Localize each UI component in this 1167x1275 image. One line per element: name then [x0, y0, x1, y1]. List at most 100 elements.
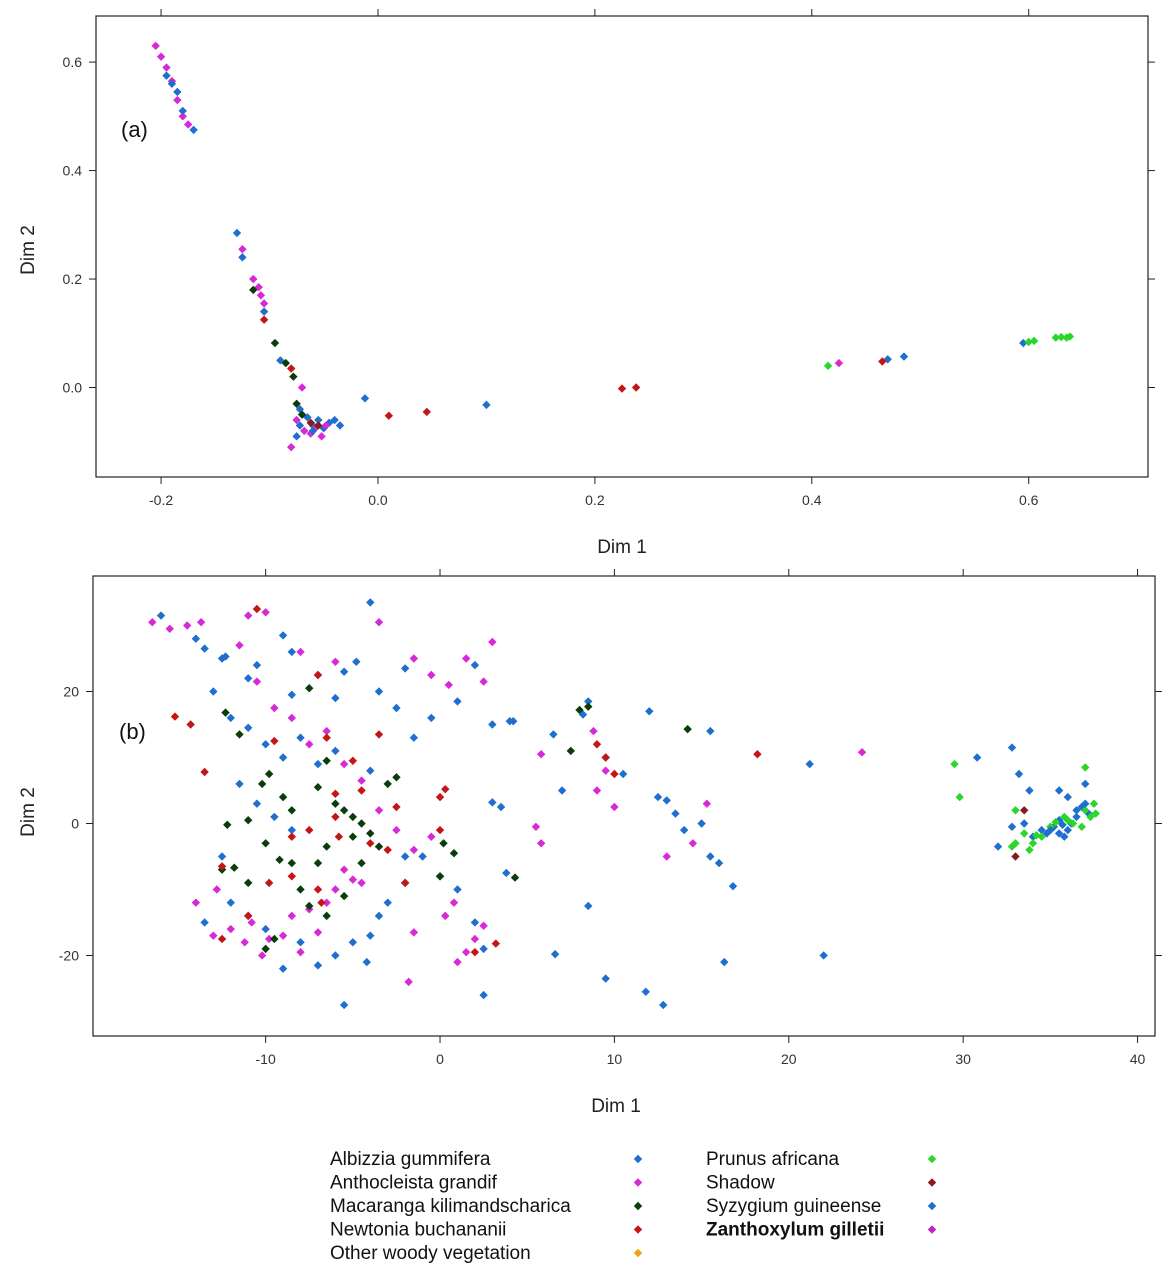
point-b-s6-5 [479, 944, 488, 954]
point-b-s1-4 [235, 641, 244, 650]
point-b-s0-78 [659, 1000, 668, 1010]
point-b-s0-77 [641, 987, 650, 996]
point-b-s0-17 [453, 697, 462, 706]
point-b-s2-19 [270, 934, 279, 944]
point-b-s3-9 [313, 670, 323, 680]
y-tick-label-b-0: -20 [59, 947, 79, 963]
point-b-s2-15 [383, 779, 392, 789]
point-b-s0-51 [453, 885, 462, 894]
point-b-s3-4 [244, 911, 253, 921]
point-b-s0-16 [427, 713, 436, 723]
y-tick-label-a-1: 0.2 [63, 271, 83, 287]
point-a-s1-0 [151, 41, 160, 51]
x-tick-label-b-0: -10 [256, 1051, 276, 1067]
x-tick-label-b-4: 30 [955, 1051, 971, 1067]
point-b-s0-45 [366, 931, 375, 940]
point-b-s3-20 [435, 792, 445, 802]
point-b-s1-46 [470, 934, 480, 944]
point-b-s2-23 [339, 891, 349, 901]
point-a-s0-16 [360, 394, 370, 403]
point-b-s1-23 [374, 806, 384, 815]
point-a-s1-17 [317, 432, 326, 441]
point-b-s0-71 [728, 881, 738, 891]
point-b-s0-79 [479, 990, 488, 1000]
point-b-s1-1 [165, 624, 174, 633]
point-b-s1-7 [296, 647, 305, 657]
point-a-s1-20 [834, 358, 844, 368]
point-b-s0-11 [366, 598, 375, 607]
point-a-s0-4 [238, 253, 247, 262]
point-b-s0-35 [226, 898, 235, 907]
point-b-s0-98 [1084, 809, 1093, 818]
legend-label-macaranga: Macaranga kilimandscharica [330, 1196, 571, 1217]
point-b-s3-21 [441, 784, 450, 794]
point-b-s0-13 [400, 664, 410, 673]
point-b-s0-19 [488, 720, 497, 729]
point-b-s3-25 [601, 753, 610, 762]
point-b-s1-37 [331, 885, 340, 894]
point-a-s3-3 [422, 407, 431, 417]
point-b-s0-52 [470, 918, 480, 927]
point-b-s1-39 [348, 875, 358, 884]
x-tick-label-a-4: 0.6 [1019, 492, 1039, 508]
plot-frame-a [95, 15, 1149, 478]
point-b-s1-6 [261, 608, 270, 617]
legend-marker-other [633, 1248, 643, 1258]
point-b-s6-2 [287, 690, 296, 699]
point-b-s3-15 [374, 730, 384, 739]
point-a-s3-4 [617, 384, 627, 393]
point-b-s1-44 [453, 957, 462, 967]
point-b-s3-5 [252, 604, 262, 614]
point-b-s0-38 [278, 964, 288, 973]
y-tick-label-b-2: 20 [63, 683, 79, 699]
plot-frame-b [92, 575, 1156, 1037]
point-b-s2-12 [357, 819, 366, 828]
point-b-s0-12 [374, 687, 384, 696]
point-b-s2-28 [261, 839, 270, 848]
point-b-s0-67 [679, 825, 689, 835]
point-a-s2-1 [270, 338, 280, 348]
axis-ticks-b: -10 0 10 20 30 40 -20 0 20 [59, 569, 1162, 1067]
point-b-s0-73 [805, 759, 814, 769]
x-tick-label-b-2: 10 [607, 1051, 623, 1067]
point-b-s0-54 [496, 802, 506, 812]
point-a-s5-1 [314, 421, 323, 430]
legend-marker-shadow [927, 1178, 937, 1187]
point-a-s0-18 [883, 355, 892, 364]
point-b-s1-25 [409, 845, 419, 855]
point-b-s1-19 [305, 740, 314, 749]
point-b-s2-37 [566, 746, 576, 756]
point-b-s2-1 [235, 730, 244, 739]
point-b-s1-5 [244, 611, 253, 620]
point-b-s0-43 [348, 938, 358, 947]
point-b-s2-27 [287, 858, 296, 868]
point-b-s0-55 [502, 868, 511, 878]
point-b-s4-4 [1020, 829, 1029, 838]
point-b-s0-72 [706, 726, 715, 736]
point-b-s0-95 [1081, 779, 1090, 789]
point-b-s0-83 [1007, 743, 1017, 752]
point-b-s0-66 [671, 809, 680, 818]
point-b-s2-33 [435, 872, 445, 881]
point-b-s3-6 [270, 736, 279, 746]
point-b-s0-68 [697, 819, 706, 828]
point-b-s0-49 [418, 852, 427, 861]
point-b-s3-2 [200, 767, 209, 777]
legend-label-prunus: Prunus africana [706, 1149, 840, 1170]
legend-marker-syzygium [927, 1201, 937, 1211]
point-a-s2-2 [281, 358, 290, 368]
point-b-s0-62 [618, 769, 628, 779]
point-b-s3-31 [287, 872, 296, 881]
point-b-s1-21 [339, 759, 349, 769]
point-b-s1-53 [592, 786, 602, 795]
scatter-points-b [148, 598, 1100, 1010]
point-b-s3-18 [400, 878, 410, 888]
point-b-s0-87 [1028, 832, 1038, 841]
point-b-s6-4 [400, 852, 410, 861]
y-axis-title-b: Dim 2 [18, 787, 39, 837]
point-b-s2-30 [223, 820, 232, 830]
legend-label-albizzia: Albizzia gummifera [330, 1149, 491, 1170]
point-b-s3-32 [313, 885, 323, 894]
axis-ticks-a: -0.2 0.0 0.2 0.4 0.6 0.0 0.2 0.4 0.6 [63, 9, 1155, 508]
legend: Albizzia gummifera Anthocleista grandifMa… [330, 1149, 937, 1264]
